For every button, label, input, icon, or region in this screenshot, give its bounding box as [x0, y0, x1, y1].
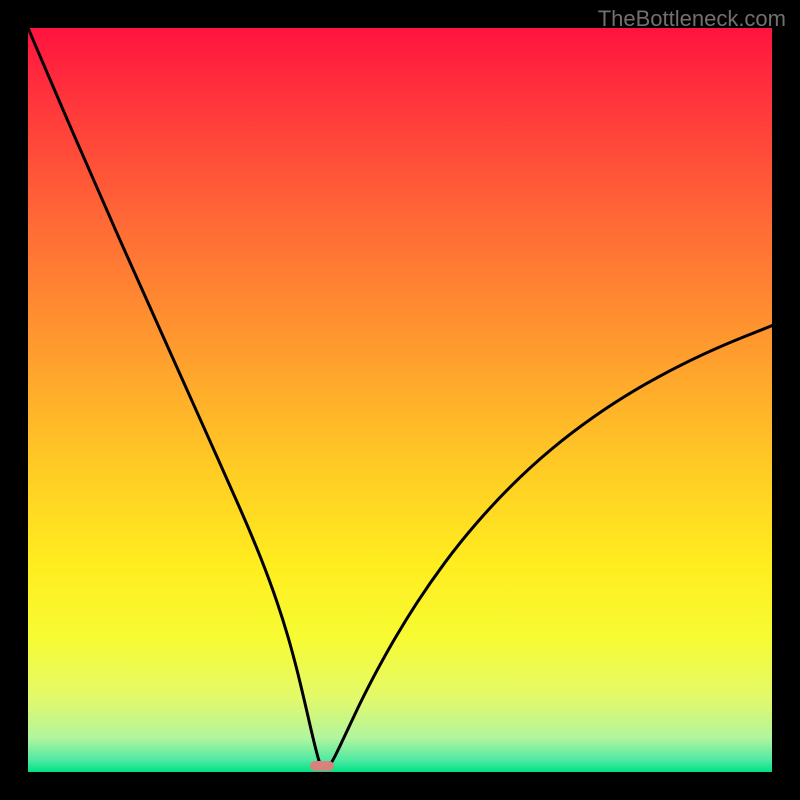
plot-area [28, 28, 772, 772]
minimum-marker [310, 761, 334, 771]
watermark-text: TheBottleneck.com [598, 6, 786, 32]
bottleneck-curve [28, 28, 772, 772]
